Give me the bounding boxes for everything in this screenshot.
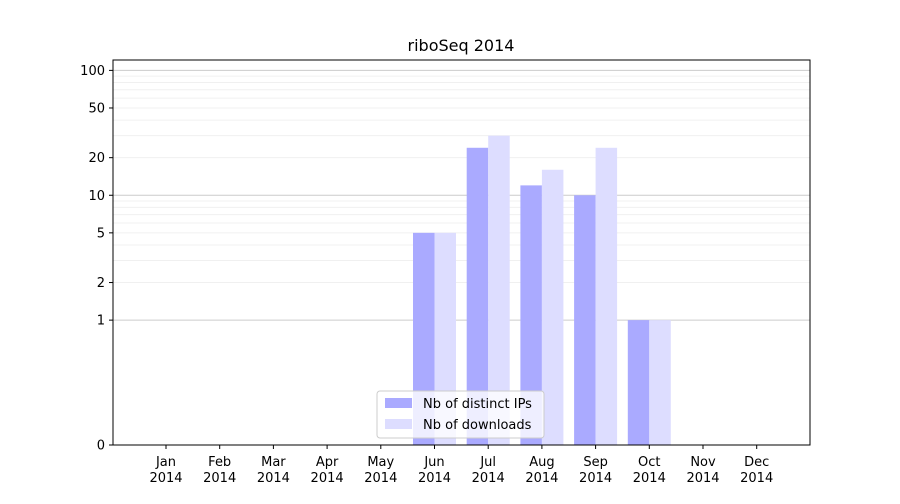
bar-distinct-ips xyxy=(466,147,489,445)
y-tick-label: 2 xyxy=(97,276,105,291)
y-tick-label: 0 xyxy=(97,439,105,454)
legend-box xyxy=(376,390,545,439)
x-tick-label: Jun 2014 xyxy=(418,455,451,486)
legend-label: Nb of distinct IPs xyxy=(423,397,532,412)
bar-distinct-ips xyxy=(627,320,650,445)
y-tick-label: 100 xyxy=(80,64,105,79)
y-tick-label: 10 xyxy=(88,189,105,204)
bar-downloads xyxy=(541,169,564,445)
y-tick-label: 20 xyxy=(88,151,105,166)
x-tick-label: Oct 2014 xyxy=(633,455,666,486)
x-tick-label: Nov 2014 xyxy=(686,455,719,486)
bar-distinct-ips xyxy=(520,185,542,445)
x-tick-label: Feb 2014 xyxy=(203,455,236,486)
bar-downloads xyxy=(595,147,618,445)
x-tick-label: Sep 2014 xyxy=(579,455,612,486)
legend-label: Nb of downloads xyxy=(423,418,532,433)
y-tick-label: 5 xyxy=(97,226,105,241)
grid-layer xyxy=(113,69,810,321)
y-tick-label: 1 xyxy=(97,314,105,329)
x-tick-label: May 2014 xyxy=(364,455,397,486)
x-tick-label: Mar 2014 xyxy=(257,455,290,486)
bar-downloads xyxy=(488,135,510,445)
x-tick-label: Aug 2014 xyxy=(525,455,558,486)
bar-downloads xyxy=(649,320,671,445)
bar-distinct-ips xyxy=(574,195,596,445)
x-tick-label: Apr 2014 xyxy=(311,455,344,486)
legend-swatch xyxy=(385,419,412,429)
chart-title: riboSeq 2014 xyxy=(408,36,515,55)
y-axis: 0 1 2 5 10 20 50 100 xyxy=(80,64,113,454)
x-tick-label: Jul 2014 xyxy=(472,455,505,486)
y-tick-label: 50 xyxy=(88,101,105,116)
x-axis: Jan 2014 Feb 2014 Mar 2014 Apr 2014 May 2014 Jun 20… xyxy=(149,445,773,486)
legend-swatch xyxy=(385,398,412,408)
plot-frame xyxy=(112,59,811,446)
x-tick-label: Jan 2014 xyxy=(149,455,182,486)
legend: Nb of distinct IPs Nb of downloads xyxy=(376,390,545,439)
x-tick-label: Dec 2014 xyxy=(740,455,773,486)
